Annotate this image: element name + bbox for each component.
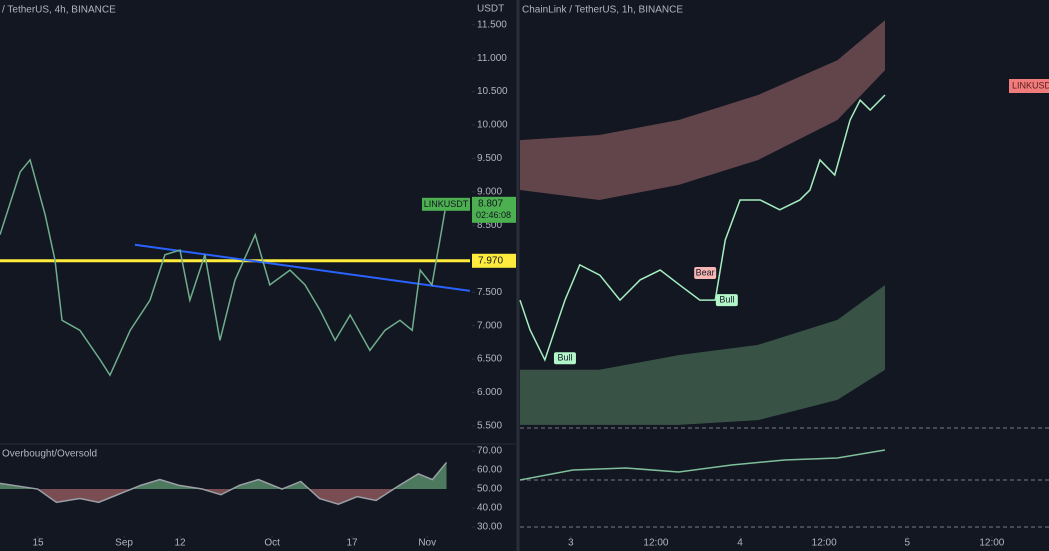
symbol-label: LINKUSDT xyxy=(1012,80,1049,90)
y-tick-label: 11.500 xyxy=(477,19,507,30)
x-tick-label: Oct xyxy=(264,538,280,549)
price-tag-label: 7.970 xyxy=(478,255,503,266)
x-tick-label: Sep xyxy=(115,538,133,549)
x-tick-label: 12 xyxy=(174,538,186,549)
y-tick-label: 9.500 xyxy=(477,153,502,164)
price-line xyxy=(0,461,448,506)
x-tick-label: 3 xyxy=(568,538,574,549)
trend-line xyxy=(134,243,471,292)
x-tick-label: 12:00 xyxy=(812,538,837,549)
price-line xyxy=(519,94,886,362)
price-tag xyxy=(472,253,516,268)
y-tick-label: 6.500 xyxy=(477,354,502,365)
area-below xyxy=(0,489,447,505)
y-tick-label: 5.500 xyxy=(477,421,502,432)
y-tick-label: 10.500 xyxy=(477,86,508,97)
x-tick-label: 4 xyxy=(737,538,743,549)
y-tick-label: 30.00 xyxy=(477,522,502,533)
chart-title: Overbought/Oversold xyxy=(2,449,97,460)
symbol-tag xyxy=(1009,79,1049,93)
x-tick-label: 5 xyxy=(904,538,910,549)
y-tick-label: 9.000 xyxy=(477,187,502,198)
price-line xyxy=(0,158,447,377)
x-tick-label: 17 xyxy=(346,538,358,549)
x-tick-label: Nov xyxy=(418,538,436,549)
price-tag xyxy=(472,196,516,223)
x-tick-label: 15 xyxy=(33,538,45,549)
band xyxy=(520,285,886,425)
signal-label: Bull xyxy=(557,353,572,363)
y-tick-label: 60.00 xyxy=(477,465,502,476)
chart-title: ChainLink / TetherUS, 1h, BINANCE xyxy=(522,5,683,16)
y-tick-label: 40.00 xyxy=(477,503,502,514)
symbol-label: LINKUSDT xyxy=(424,199,469,209)
y-tick-label: 6.000 xyxy=(477,387,502,398)
y-tick-label: 8.500 xyxy=(477,220,502,231)
y-tick-label: 7.000 xyxy=(477,320,502,331)
countdown-label: 02:46:08 xyxy=(476,210,511,220)
price-line xyxy=(519,449,886,481)
signal-badge xyxy=(694,267,717,280)
y-tick-label: 50.00 xyxy=(477,484,502,495)
y-tick-label: 11.000 xyxy=(477,53,507,64)
axis-unit: USDT xyxy=(477,4,504,15)
x-tick-label: 12:00 xyxy=(979,538,1004,549)
signal-badge xyxy=(715,294,738,307)
y-tick-label: 70.00 xyxy=(477,446,502,457)
x-tick-label: 12:00 xyxy=(643,538,668,549)
price-tag-label: 8.807 xyxy=(478,198,503,209)
y-tick-label: 7.500 xyxy=(477,287,502,298)
signal-label: Bull xyxy=(719,295,734,305)
band xyxy=(520,20,886,200)
y-tick-label: 10.000 xyxy=(477,120,508,131)
area-above xyxy=(0,462,447,490)
signal-badge xyxy=(553,352,576,365)
symbol-tag xyxy=(422,197,470,211)
chart-title: / TetherUS, 4h, BINANCE xyxy=(2,5,116,16)
signal-label: Bear xyxy=(696,267,715,277)
